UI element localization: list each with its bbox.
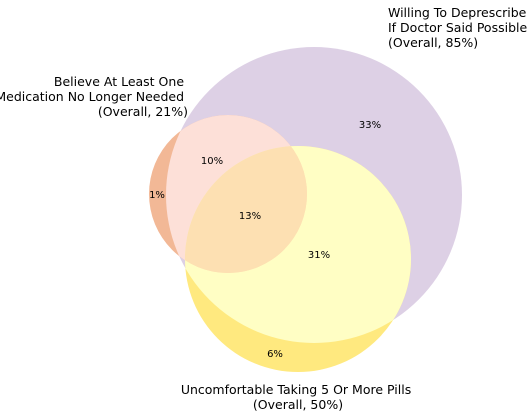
region-label-willing-believe: 10% bbox=[201, 156, 223, 167]
region-label-all-three: 13% bbox=[239, 211, 261, 222]
region-label-believe-only: 1% bbox=[149, 190, 165, 201]
region-label-willing-uncomfortable: 31% bbox=[308, 250, 330, 261]
set-label-believe: Believe At Least One Medication No Longe… bbox=[0, 74, 188, 119]
region-label-uncomfortable-only: 6% bbox=[267, 349, 283, 360]
set-label-uncomfortable: Uncomfortable Taking 5 Or More Pills (Ov… bbox=[181, 382, 415, 412]
region-label-willing-only: 33% bbox=[359, 120, 381, 131]
set-label-willing: Willing To Deprescribe If Doctor Said Po… bbox=[388, 5, 530, 50]
